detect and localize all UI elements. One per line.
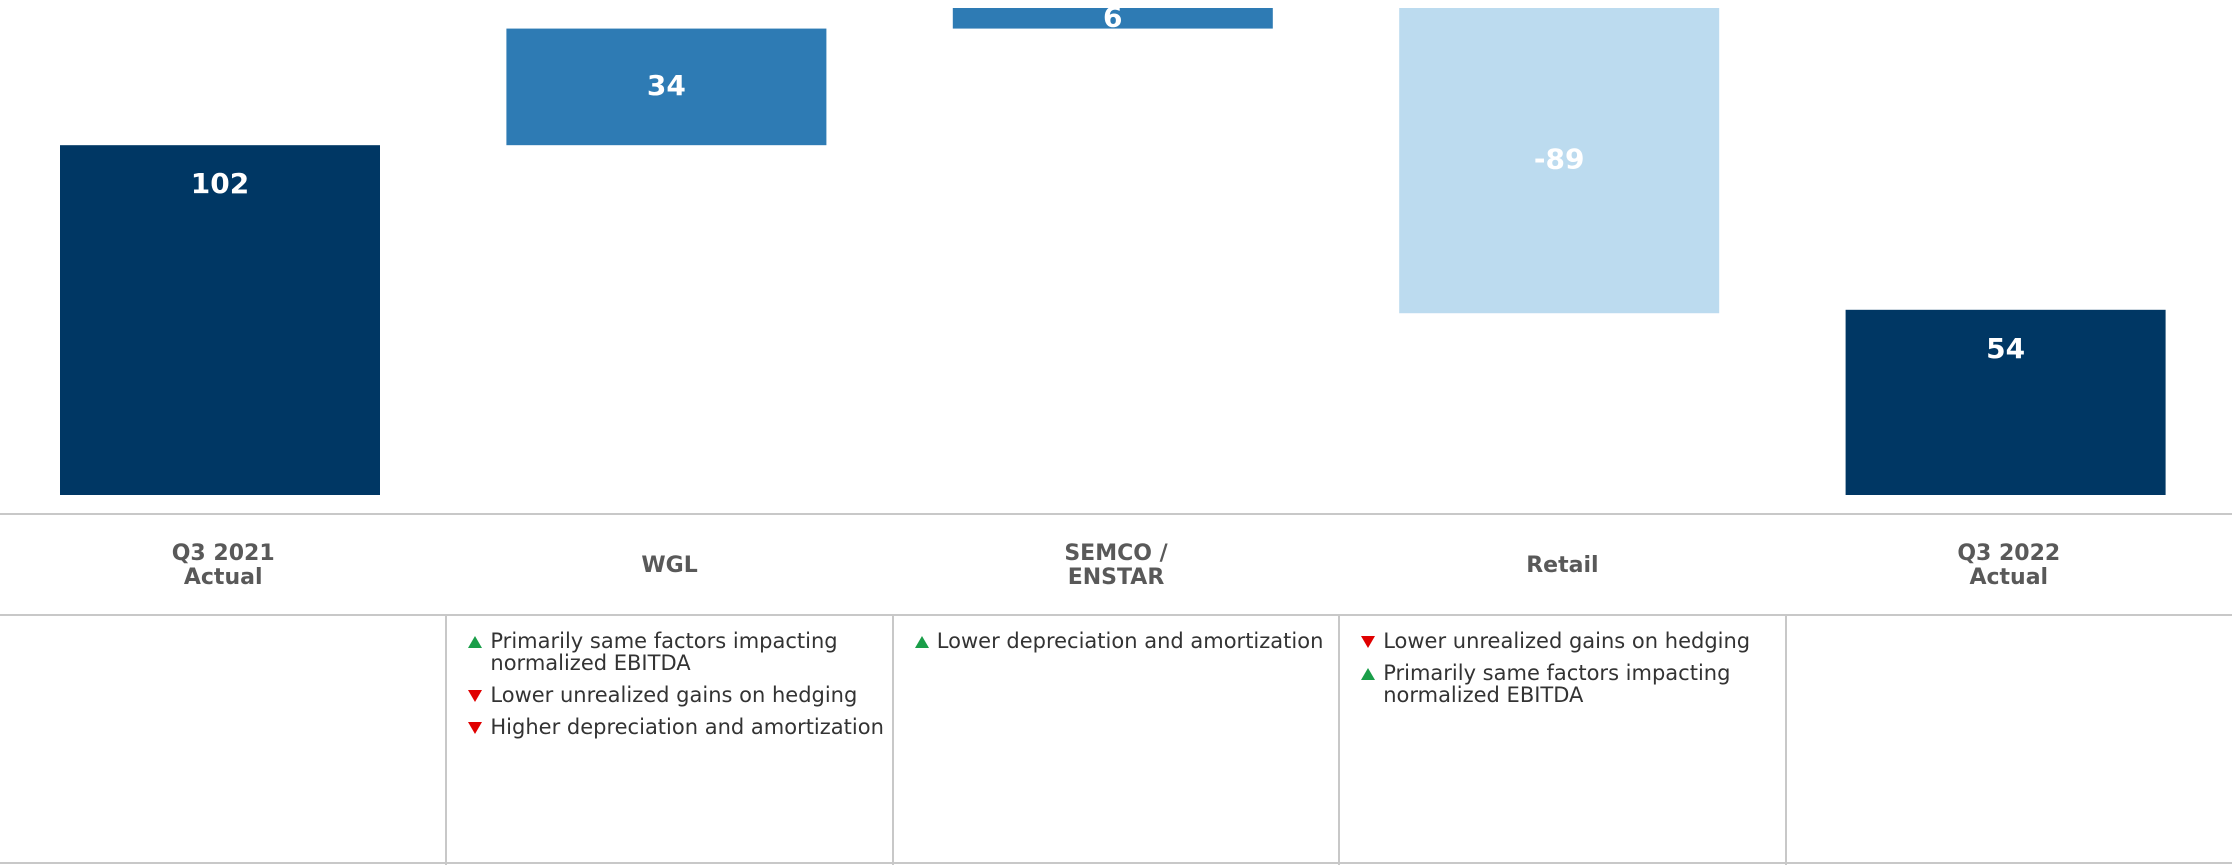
direction-icon: [468, 722, 483, 734]
note-text: Primarily same factors impacting normali…: [1383, 661, 1731, 707]
note-item: Primarily same factors impacting normali…: [1361, 662, 1785, 706]
bar: [60, 145, 380, 495]
table-border: [1338, 615, 1341, 865]
bar-label: 102: [191, 167, 249, 200]
note-text: Lower unrealized gains on hedging: [1383, 629, 1751, 653]
note-text: Lower unrealized gains on hedging: [490, 683, 858, 707]
bar: [506, 28, 827, 146]
direction-icon: [1361, 668, 1376, 680]
bar-label: 54: [1986, 332, 2025, 365]
category-label: Q3 2021 Actual: [171, 541, 275, 590]
note-item: Lower unrealized gains on hedging: [468, 684, 892, 706]
table-border: [445, 615, 448, 865]
category-label: Retail: [1526, 553, 1599, 578]
notes-cell: Lower depreciation and amortization: [893, 630, 1339, 662]
note-text: Higher depreciation and amortization: [490, 715, 884, 739]
note-item: Primarily same factors impacting normali…: [468, 630, 892, 674]
table-border: [1784, 615, 1787, 865]
note-item: Higher depreciation and amortization: [468, 716, 892, 738]
table-border: [0, 513, 2232, 515]
note-item: Lower depreciation and amortization: [914, 629, 1339, 653]
bar-label: -89: [1534, 143, 1585, 176]
category-label: WGL: [641, 553, 698, 578]
table-border: [891, 615, 894, 865]
bar: [1845, 309, 2166, 495]
note-text: Lower depreciation and amortization: [936, 629, 1324, 653]
bar-label: 6: [1103, 0, 1122, 33]
bar: [1399, 8, 1720, 314]
direction-icon: [914, 636, 929, 648]
bar-label: 34: [647, 69, 686, 102]
table-border: [0, 862, 2232, 864]
bar: [952, 8, 1273, 29]
direction-icon: [468, 690, 483, 702]
direction-icon: [468, 636, 483, 648]
direction-icon: [1361, 636, 1376, 648]
notes-cell: Lower unrealized gains on hedging Primari…: [1339, 630, 1785, 716]
note-text: Primarily same factors impacting normali…: [490, 629, 838, 675]
category-label: Q3 2022 Actual: [1957, 541, 2061, 590]
category-label: SEMCO / ENSTAR: [1064, 541, 1168, 590]
notes-cell: Primarily same factors impacting normali…: [446, 630, 892, 748]
note-item: Lower unrealized gains on hedging: [1361, 630, 1785, 652]
chart: 102 34 6 -89 54: [60, 0, 2166, 495]
table-border: [0, 614, 2232, 616]
